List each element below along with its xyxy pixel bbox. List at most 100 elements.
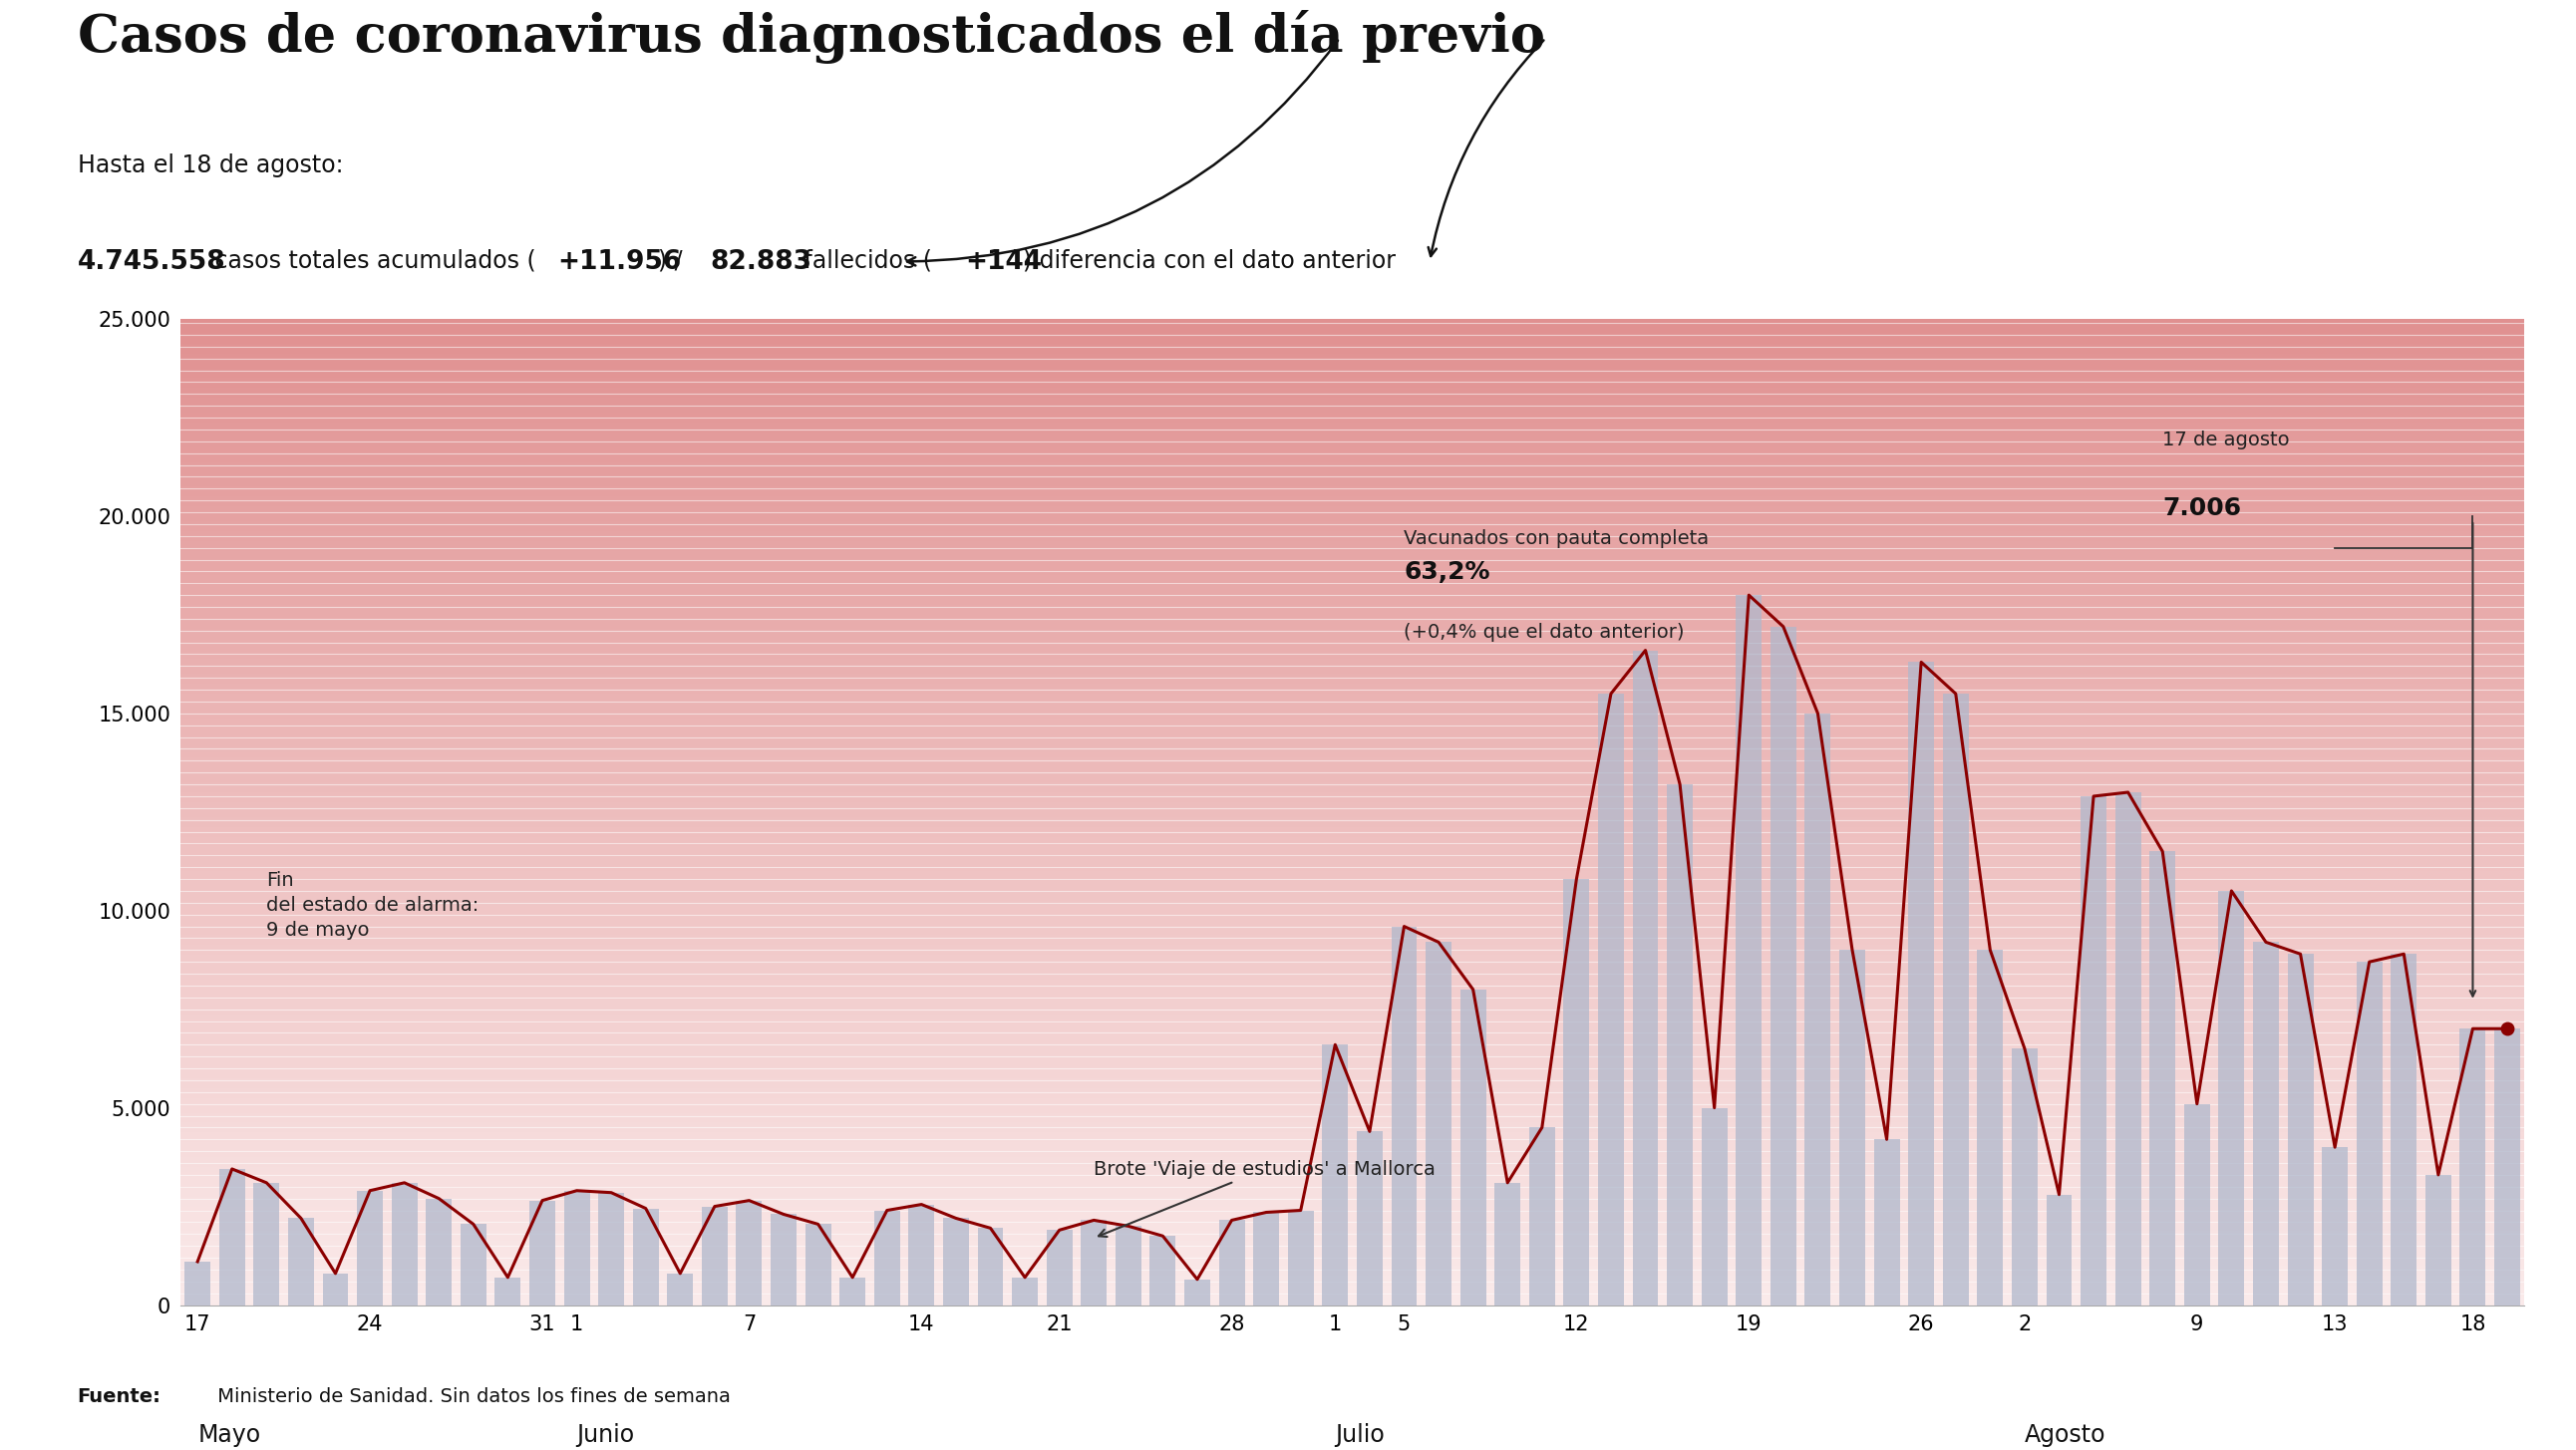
Bar	[180, 798, 2524, 802]
Bar	[667, 1273, 693, 1305]
Bar	[180, 1231, 2524, 1235]
Text: Fuente:: Fuente:	[77, 1388, 160, 1406]
Bar	[1806, 713, 1832, 1305]
Bar	[2081, 796, 2107, 1305]
Bar	[180, 1276, 2524, 1280]
Bar	[180, 1098, 2524, 1103]
Bar	[180, 492, 2524, 496]
Bar	[180, 763, 2524, 767]
Bar	[180, 650, 2524, 654]
Bar	[180, 644, 2524, 650]
Text: fallecidos (: fallecidos (	[796, 249, 933, 273]
Bar	[185, 1262, 211, 1305]
Bar	[976, 1228, 1005, 1305]
Text: (+0,4% que el dato anterior): (+0,4% que el dato anterior)	[1404, 622, 1685, 641]
Bar	[180, 496, 2524, 502]
Bar	[180, 1108, 2524, 1112]
Bar	[1425, 942, 1450, 1305]
Bar	[2184, 1103, 2210, 1305]
Bar	[180, 792, 2524, 798]
Bar	[180, 580, 2524, 586]
Text: 4.745.558: 4.745.558	[77, 249, 227, 274]
Bar	[180, 699, 2524, 703]
Bar	[180, 900, 2524, 906]
Bar	[1597, 693, 1623, 1305]
Bar	[598, 1192, 623, 1305]
Bar	[2391, 954, 2416, 1305]
Bar	[180, 1290, 2524, 1295]
Bar	[2494, 1028, 2519, 1305]
Bar	[180, 536, 2524, 541]
Bar	[1700, 1108, 1728, 1305]
Bar	[180, 329, 2524, 334]
Bar	[1494, 1183, 1520, 1305]
Bar	[180, 822, 2524, 826]
Bar	[180, 364, 2524, 368]
Bar	[180, 837, 2524, 841]
Bar	[180, 1295, 2524, 1301]
Bar	[1288, 1211, 1314, 1305]
Bar	[180, 866, 2524, 871]
Bar	[180, 1088, 2524, 1093]
Text: Julio: Julio	[1334, 1424, 1386, 1447]
Bar	[180, 734, 2524, 738]
Bar	[180, 1192, 2524, 1196]
Bar	[219, 1169, 245, 1305]
Bar	[180, 407, 2524, 413]
Text: +144: +144	[966, 249, 1041, 274]
Bar	[180, 1221, 2524, 1227]
Bar	[180, 1058, 2524, 1063]
Bar	[180, 1177, 2524, 1182]
Bar	[2460, 1028, 2486, 1305]
Bar	[1185, 1279, 1211, 1305]
Bar	[180, 615, 2524, 619]
Bar	[180, 915, 2524, 921]
Text: Hasta el 18 de agosto:: Hasta el 18 de agosto:	[77, 154, 343, 177]
Bar	[180, 886, 2524, 890]
Bar	[180, 526, 2524, 531]
Bar	[1082, 1221, 1108, 1305]
Bar	[180, 600, 2524, 605]
Bar	[180, 358, 2524, 364]
Bar	[180, 1161, 2524, 1167]
Text: Vacunados con pauta completa: Vacunados con pauta completa	[1404, 529, 1710, 548]
Bar	[1255, 1212, 1280, 1305]
Bar	[495, 1277, 520, 1305]
Bar	[180, 1256, 2524, 1260]
Bar	[180, 432, 2524, 438]
Bar	[180, 1227, 2524, 1231]
Bar	[180, 1132, 2524, 1137]
FancyArrowPatch shape	[1427, 41, 1543, 257]
Bar	[180, 566, 2524, 570]
Bar	[180, 625, 2524, 629]
Bar	[180, 1270, 2524, 1276]
Bar	[180, 940, 2524, 945]
Bar	[180, 684, 2524, 689]
Bar	[180, 980, 2524, 985]
Bar	[180, 841, 2524, 847]
Bar	[180, 1153, 2524, 1157]
Bar	[909, 1205, 935, 1305]
Bar	[943, 1218, 969, 1305]
Bar	[180, 802, 2524, 808]
Bar	[180, 1186, 2524, 1192]
Bar	[180, 989, 2524, 995]
Bar	[180, 1083, 2524, 1088]
Text: Brote 'Viaje de estudios' a Mallorca: Brote 'Viaje de estudios' a Mallorca	[1095, 1160, 1435, 1237]
Bar	[180, 738, 2524, 742]
Bar	[180, 1024, 2524, 1030]
Bar	[180, 812, 2524, 816]
Bar	[770, 1214, 796, 1305]
Bar	[180, 748, 2524, 753]
Bar	[180, 1069, 2524, 1073]
Bar	[180, 674, 2524, 679]
Bar	[180, 985, 2524, 989]
Bar	[564, 1190, 590, 1305]
Bar	[180, 832, 2524, 837]
Text: casos totales acumulados (: casos totales acumulados (	[209, 249, 536, 273]
Bar	[1461, 989, 1486, 1305]
Bar	[1978, 950, 2004, 1305]
Bar	[180, 1038, 2524, 1044]
Bar	[180, 668, 2524, 674]
Bar	[180, 876, 2524, 882]
